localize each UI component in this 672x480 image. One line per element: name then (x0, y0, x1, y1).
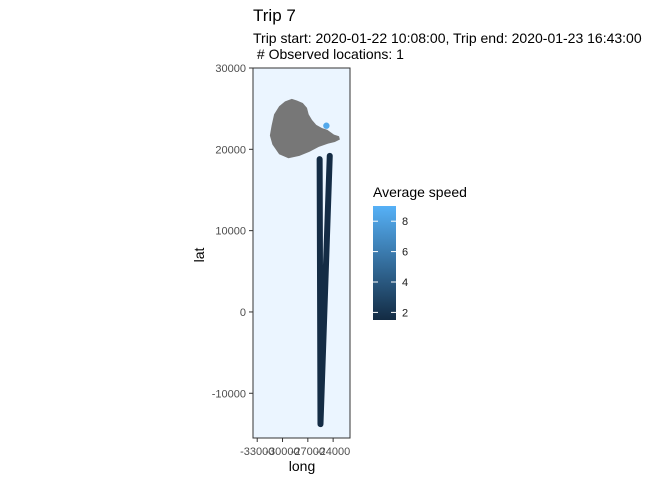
chart-subtitle-observed-count: # Observed locations: 1 (253, 46, 404, 62)
x-tick-label-0: -33000 (240, 446, 274, 458)
legend-tick-label-1: 4 (402, 277, 408, 289)
x-tick-label-1: -30000 (265, 446, 299, 458)
chart-subtitle-trip-times: Trip start: 2020-01-22 10:08:00, Trip en… (253, 30, 642, 46)
landmass-layer (269, 98, 340, 159)
plot-panel-border (252, 67, 351, 439)
legend-colorbar (373, 206, 396, 320)
observed-point-0 (323, 122, 330, 129)
legend-tick-label-2: 6 (402, 247, 408, 259)
x-axis-label: long (289, 458, 315, 474)
y-tick-label-3: 20000 (215, 144, 246, 156)
y-tick-label-2: 10000 (215, 226, 246, 238)
x-axis: -33000-30000-27000-24000 (240, 438, 350, 458)
y-tick-label-0: -10000 (212, 388, 246, 400)
trip-track-0 (316, 152, 333, 428)
landmass-shape (269, 98, 340, 159)
y-axis: -10000 0 10000 20000 30000 (212, 63, 253, 400)
x-tick-label-2: -27000 (291, 446, 325, 458)
x-tick-label-3: -24000 (316, 446, 350, 458)
legend-ticks: 2 4 6 8 (373, 216, 408, 319)
y-axis-label: lat (191, 248, 207, 263)
observed-points-layer (323, 122, 330, 129)
legend-tick-label-0: 2 (402, 307, 408, 319)
chart-title: Trip 7 (253, 6, 296, 25)
track-layer (316, 152, 333, 428)
legend-title: Average speed (373, 184, 467, 200)
speed-legend: Average speed 2 4 6 8 (373, 184, 467, 320)
legend-tick-label-3: 8 (402, 216, 408, 228)
y-tick-label-1: 0 (240, 307, 246, 319)
y-tick-label-4: 30000 (215, 63, 246, 75)
